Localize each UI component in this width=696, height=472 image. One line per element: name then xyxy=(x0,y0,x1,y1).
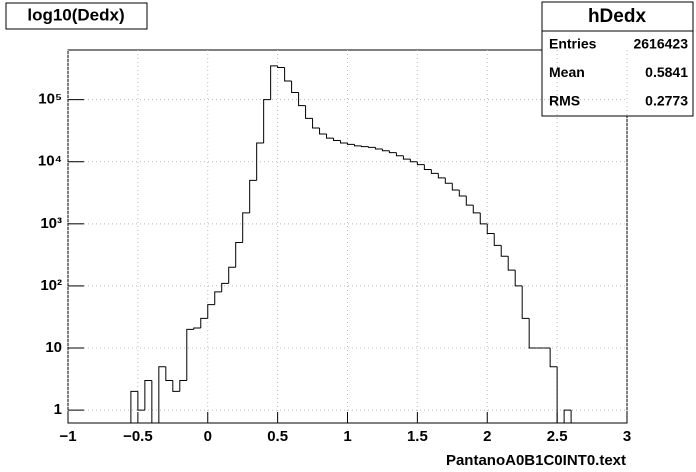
histogram-bin xyxy=(165,366,173,381)
y-tick-label: 10³ xyxy=(40,215,62,232)
x-tick-label: 0 xyxy=(204,428,212,445)
histogram-bin xyxy=(207,304,215,319)
y-tick-label: 10⁴ xyxy=(38,153,62,170)
histogram-bin xyxy=(228,266,236,284)
histogram-bin xyxy=(256,142,264,181)
histogram-bin xyxy=(514,270,523,287)
histogram-bin xyxy=(270,65,278,100)
stats-label: Mean xyxy=(549,64,585,80)
stats-value: 0.2773 xyxy=(645,93,688,109)
histogram-bin xyxy=(326,133,334,139)
x-tick-label: −1 xyxy=(59,428,76,445)
histogram-bin xyxy=(137,391,145,411)
histogram-bin xyxy=(409,159,418,163)
histogram-bin xyxy=(221,282,229,292)
stats-label: Entries xyxy=(549,36,597,52)
histogram-bin xyxy=(340,140,348,144)
stats-value: 2616423 xyxy=(633,36,688,52)
x-tick-label: −0.5 xyxy=(123,428,153,445)
histogram-bin xyxy=(186,328,194,381)
histogram-bin xyxy=(172,380,180,392)
histogram-bin xyxy=(277,65,285,68)
x-axis-label: PantanoA0B1C0INT0.text xyxy=(446,452,626,469)
histogram-bin xyxy=(319,127,327,135)
stats-label: RMS xyxy=(549,93,580,109)
x-tick-label: 2 xyxy=(483,428,491,445)
histogram-bin xyxy=(395,152,404,157)
histogram-bin xyxy=(298,92,306,107)
stats-box: hDedx xyxy=(541,1,694,117)
histogram-bin xyxy=(214,291,222,305)
histogram-bin xyxy=(458,190,467,197)
histogram-bin xyxy=(193,327,201,330)
histogram-bin xyxy=(249,179,257,213)
histogram-bin xyxy=(388,150,397,154)
x-tick-label: 1 xyxy=(343,428,351,445)
histogram-bin xyxy=(179,379,187,392)
chart-title: log10(Dedx) xyxy=(27,5,124,24)
histogram-bin xyxy=(563,409,572,423)
histogram-bin xyxy=(430,169,439,174)
histogram-bin xyxy=(549,348,558,368)
x-tick-label: 3 xyxy=(623,428,631,445)
histogram-bin xyxy=(347,143,355,145)
histogram-bin xyxy=(353,144,362,147)
histogram-bin xyxy=(416,161,425,166)
histogram-bin xyxy=(402,155,411,160)
histogram-bin xyxy=(263,99,271,144)
title-box xyxy=(5,2,148,30)
histogram-bin xyxy=(493,233,502,246)
stats-value: 0.5841 xyxy=(645,64,688,80)
histogram-bin xyxy=(423,164,432,170)
histogram-bin xyxy=(486,223,495,234)
histogram-bin xyxy=(130,390,138,423)
histogram-bin xyxy=(305,105,313,119)
histogram-bin xyxy=(242,212,250,243)
histogram-bin xyxy=(570,410,579,424)
histogram-bin xyxy=(472,205,481,214)
histogram-bin xyxy=(291,80,299,94)
histogram-bin xyxy=(367,146,376,148)
y-tick-label: 10⁵ xyxy=(38,91,62,108)
histogram-bin xyxy=(451,183,460,191)
histogram-bin xyxy=(528,318,537,349)
histogram-bin xyxy=(158,366,166,423)
histogram-bin xyxy=(521,285,530,319)
histogram-bin xyxy=(360,145,369,148)
histogram-bin xyxy=(507,256,516,271)
stats-title: hDedx xyxy=(588,6,647,27)
histogram-bin xyxy=(333,138,341,141)
stats-frame xyxy=(541,1,694,117)
histogram-bin xyxy=(479,212,488,225)
histogram-bin xyxy=(556,366,565,424)
histogram-bin xyxy=(500,245,509,257)
histogram-bin xyxy=(235,242,243,268)
x-tick-label: 1.5 xyxy=(407,428,428,445)
histogram-bin xyxy=(284,67,292,82)
histogram-bin xyxy=(444,177,453,184)
histogram-bin xyxy=(437,173,446,179)
histogram-bin xyxy=(465,196,474,206)
y-tick-label: 10 xyxy=(45,339,62,356)
histogram-bin xyxy=(144,379,152,411)
y-tick-label: 10² xyxy=(40,277,62,294)
histogram-bin xyxy=(200,317,208,329)
y-tick-label: 1 xyxy=(54,401,62,418)
histogram-bin xyxy=(151,380,159,424)
histogram-bin xyxy=(312,118,320,129)
histogram-bin xyxy=(374,147,383,150)
x-tick-label: 2.5 xyxy=(547,428,568,445)
x-tick-label: 0.5 xyxy=(267,428,288,445)
histogram-bin xyxy=(381,149,390,152)
